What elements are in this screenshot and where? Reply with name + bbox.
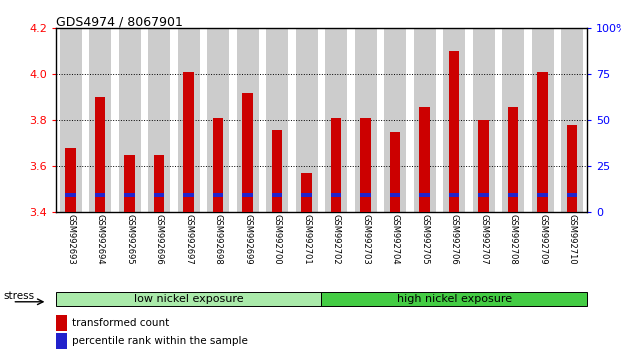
Bar <box>183 193 194 198</box>
Bar <box>95 193 106 198</box>
Bar <box>178 28 200 212</box>
Bar <box>443 28 465 212</box>
Text: high nickel exposure: high nickel exposure <box>397 294 512 304</box>
Bar <box>449 193 460 198</box>
Bar <box>331 193 342 198</box>
Bar <box>207 28 229 212</box>
Bar <box>325 28 347 212</box>
Text: GSM992693: GSM992693 <box>66 214 75 265</box>
Text: GSM992704: GSM992704 <box>391 214 399 265</box>
Bar <box>355 28 377 212</box>
Bar <box>384 28 406 212</box>
Bar <box>567 125 578 212</box>
Bar <box>331 118 342 212</box>
Bar <box>148 28 170 212</box>
Bar <box>213 193 224 198</box>
Bar <box>266 28 288 212</box>
Text: GSM992710: GSM992710 <box>568 214 576 265</box>
Bar <box>272 193 283 198</box>
Bar <box>119 28 141 212</box>
Bar <box>65 148 76 212</box>
Bar <box>532 28 554 212</box>
Bar <box>242 93 253 212</box>
Bar <box>242 193 253 198</box>
Bar <box>272 130 283 212</box>
Bar <box>508 107 519 212</box>
Bar <box>95 97 106 212</box>
Text: GSM992694: GSM992694 <box>96 214 104 265</box>
Bar <box>419 107 430 212</box>
Bar <box>124 155 135 212</box>
Text: GSM992695: GSM992695 <box>125 214 134 265</box>
Text: GSM992706: GSM992706 <box>450 214 458 265</box>
Bar <box>419 193 430 198</box>
Text: GDS4974 / 8067901: GDS4974 / 8067901 <box>56 16 183 29</box>
Text: GSM992702: GSM992702 <box>332 214 340 265</box>
Text: GSM992705: GSM992705 <box>420 214 429 265</box>
Text: GSM992700: GSM992700 <box>273 214 281 265</box>
Bar <box>65 193 76 198</box>
Bar <box>478 193 489 198</box>
Bar <box>502 28 524 212</box>
Text: GSM992707: GSM992707 <box>479 214 488 265</box>
Bar <box>89 28 111 212</box>
Text: GSM992696: GSM992696 <box>155 214 163 265</box>
Bar <box>213 118 224 212</box>
Bar <box>360 193 371 198</box>
Bar <box>301 173 312 212</box>
Bar <box>296 28 318 212</box>
Bar <box>183 72 194 212</box>
Bar <box>473 28 495 212</box>
Bar <box>154 193 165 198</box>
Bar <box>449 51 460 212</box>
Bar <box>508 193 519 198</box>
Bar <box>360 118 371 212</box>
Bar <box>237 28 259 212</box>
Bar <box>301 193 312 198</box>
Bar <box>478 120 489 212</box>
Text: transformed count: transformed count <box>72 318 170 328</box>
Text: low nickel exposure: low nickel exposure <box>134 294 243 304</box>
Bar <box>567 193 578 198</box>
Text: GSM992699: GSM992699 <box>243 214 252 265</box>
Bar <box>390 132 401 212</box>
Text: GSM992708: GSM992708 <box>509 214 517 265</box>
Bar <box>537 72 548 212</box>
Text: percentile rank within the sample: percentile rank within the sample <box>72 336 248 346</box>
Bar <box>60 28 82 212</box>
Text: GSM992709: GSM992709 <box>538 214 547 265</box>
Text: GSM992697: GSM992697 <box>184 214 193 265</box>
Bar <box>414 28 436 212</box>
Bar <box>561 28 583 212</box>
Text: GSM992698: GSM992698 <box>214 214 222 265</box>
Bar <box>124 193 135 198</box>
Text: stress: stress <box>3 291 34 301</box>
Bar <box>537 193 548 198</box>
Text: GSM992701: GSM992701 <box>302 214 311 265</box>
Text: GSM992703: GSM992703 <box>361 214 370 265</box>
Bar <box>390 193 401 198</box>
Bar <box>154 155 165 212</box>
